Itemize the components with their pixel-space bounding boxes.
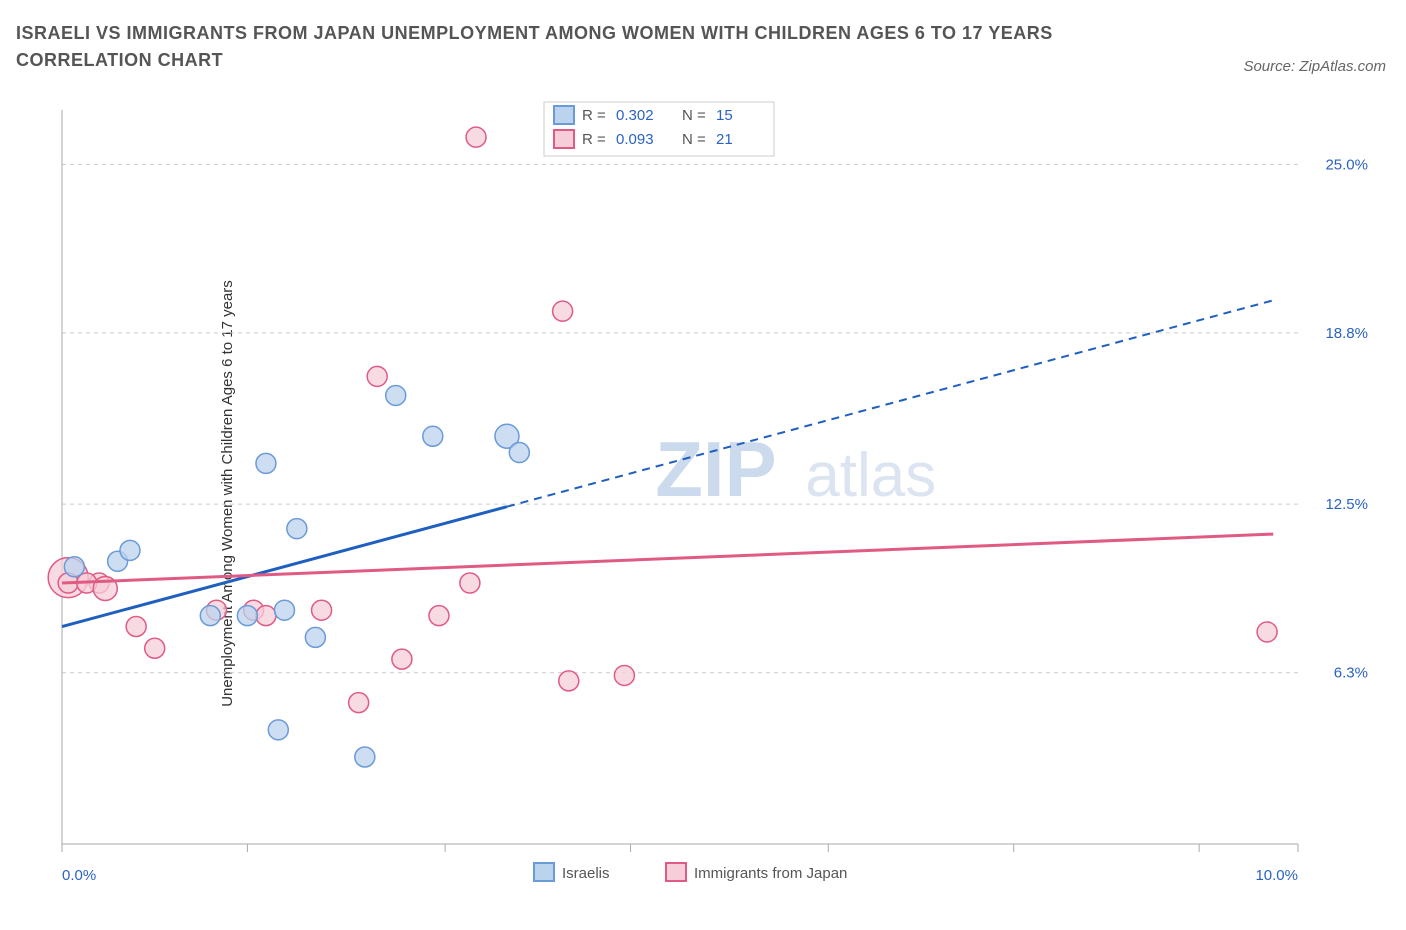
scatter-point-japan: [553, 301, 573, 321]
legend-series: Israelis Immigrants from Japan: [534, 863, 847, 882]
chart-title: ISRAELI VS IMMIGRANTS FROM JAPAN UNEMPLO…: [16, 20, 1116, 74]
scatter-point-japan: [312, 600, 332, 620]
svg-text:0.302: 0.302: [616, 107, 654, 124]
scatter-point-israelis: [423, 426, 443, 446]
scatter-point-japan: [256, 606, 276, 626]
scatter-point-japan: [126, 617, 146, 637]
legend-label-japan: Immigrants from Japan: [694, 865, 847, 882]
scatter-point-israelis: [305, 627, 325, 647]
scatter-point-japan: [460, 573, 480, 593]
scatter-point-israelis: [509, 443, 529, 463]
y-tick-label: 18.8%: [1325, 325, 1368, 342]
scatter-point-japan: [145, 638, 165, 658]
x-tick-label: 10.0%: [1255, 867, 1298, 884]
svg-text:R =: R =: [582, 107, 606, 124]
trend-line-japan: [62, 534, 1273, 583]
svg-text:15: 15: [716, 107, 733, 124]
legend-label-israelis: Israelis: [562, 865, 610, 882]
scatter-point-japan: [466, 127, 486, 147]
scatter-point-israelis: [274, 600, 294, 620]
svg-text:ZIP: ZIP: [655, 425, 776, 513]
scatter-point-japan: [1257, 622, 1277, 642]
svg-text:N =: N =: [682, 107, 706, 124]
scatter-point-japan: [392, 649, 412, 669]
y-tick-label: 12.5%: [1325, 496, 1368, 513]
source-label: Source: ZipAtlas.com: [1243, 58, 1386, 75]
scatter-point-japan: [429, 606, 449, 626]
svg-text:atlas: atlas: [805, 441, 936, 510]
svg-text:0.093: 0.093: [616, 131, 654, 148]
scatter-point-israelis: [287, 519, 307, 539]
scatter-point-israelis: [200, 606, 220, 626]
scatter-point-japan: [349, 693, 369, 713]
scatter-point-israelis: [268, 720, 288, 740]
scatter-point-japan: [614, 665, 634, 685]
scatter-point-israelis: [237, 606, 257, 626]
scatter-point-japan: [559, 671, 579, 691]
chart-plot: 0.0% 10.0% 6.3% 12.5% 18.8% 25.0% ZIP atlas R = 0…: [44, 98, 1384, 888]
svg-text:N =: N =: [682, 131, 706, 148]
legend-correlation: R = 0.302 N = 15 R = 0.093 N = 21: [544, 102, 774, 156]
y-tick-label: 6.3%: [1334, 665, 1368, 682]
scatter-point-israelis: [256, 453, 276, 473]
scatter-point-israelis: [386, 385, 406, 405]
scatter-point-israelis: [120, 540, 140, 560]
scatter-point-japan: [367, 366, 387, 386]
x-tick-label: 0.0%: [62, 867, 96, 884]
scatter-point-israelis: [355, 747, 375, 767]
svg-text:R =: R =: [582, 131, 606, 148]
y-tick-label: 25.0%: [1325, 156, 1368, 173]
svg-text:21: 21: [716, 131, 733, 148]
scatter-point-israelis: [64, 557, 84, 577]
